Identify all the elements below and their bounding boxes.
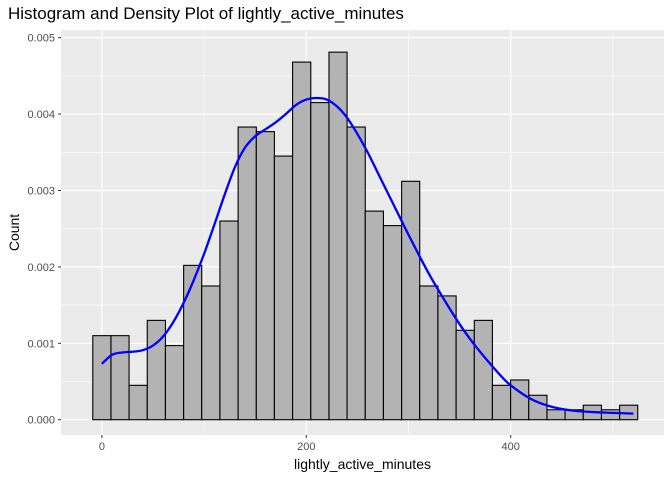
histogram-bar bbox=[128, 384, 148, 421]
histogram-bar bbox=[164, 345, 185, 421]
histogram-bar bbox=[419, 285, 439, 421]
histogram-bar bbox=[201, 285, 221, 421]
x-tick-label: 200 bbox=[297, 441, 315, 453]
histogram-bar bbox=[401, 180, 421, 421]
y-tick-label: 0.001 bbox=[27, 338, 55, 350]
histogram-bars bbox=[92, 51, 639, 421]
histogram-bar bbox=[219, 220, 239, 421]
histogram-bar bbox=[473, 319, 493, 421]
density-curve bbox=[101, 96, 634, 415]
histogram-bar bbox=[292, 61, 312, 421]
y-axis-title: Count bbox=[6, 214, 22, 251]
histogram-bar bbox=[310, 102, 330, 421]
histogram-bar bbox=[382, 225, 403, 421]
histogram-bar bbox=[491, 384, 512, 421]
y-tick-label: 0.003 bbox=[27, 185, 55, 197]
histogram-bar bbox=[110, 335, 130, 421]
y-axis: 0.000 0.001 0.002 0.003 0.004 0.005 bbox=[27, 33, 61, 427]
histogram-bar bbox=[455, 329, 475, 421]
x-tick-label: 0 bbox=[99, 441, 105, 453]
histogram-bar bbox=[237, 126, 257, 421]
histogram-bar bbox=[346, 126, 366, 421]
x-axis-title: lightly_active_minutes bbox=[294, 456, 431, 472]
x-tick-label: 400 bbox=[502, 441, 520, 453]
histogram-bar bbox=[546, 409, 566, 421]
y-tick-label: 0.002 bbox=[27, 262, 55, 274]
chart-title: Histogram and Density Plot of lightly_ac… bbox=[8, 4, 404, 23]
x-axis: 0 200 400 bbox=[99, 435, 520, 453]
histogram-bar bbox=[364, 210, 385, 421]
histogram-bar bbox=[183, 264, 203, 421]
histogram-bar bbox=[92, 335, 112, 421]
histogram-bar bbox=[600, 409, 621, 421]
y-tick-label: 0.000 bbox=[27, 415, 55, 427]
y-tick-label: 0.005 bbox=[27, 33, 55, 45]
histogram-bar bbox=[255, 131, 275, 421]
y-tick-label: 0.004 bbox=[27, 109, 55, 121]
histogram-bar bbox=[273, 155, 294, 421]
